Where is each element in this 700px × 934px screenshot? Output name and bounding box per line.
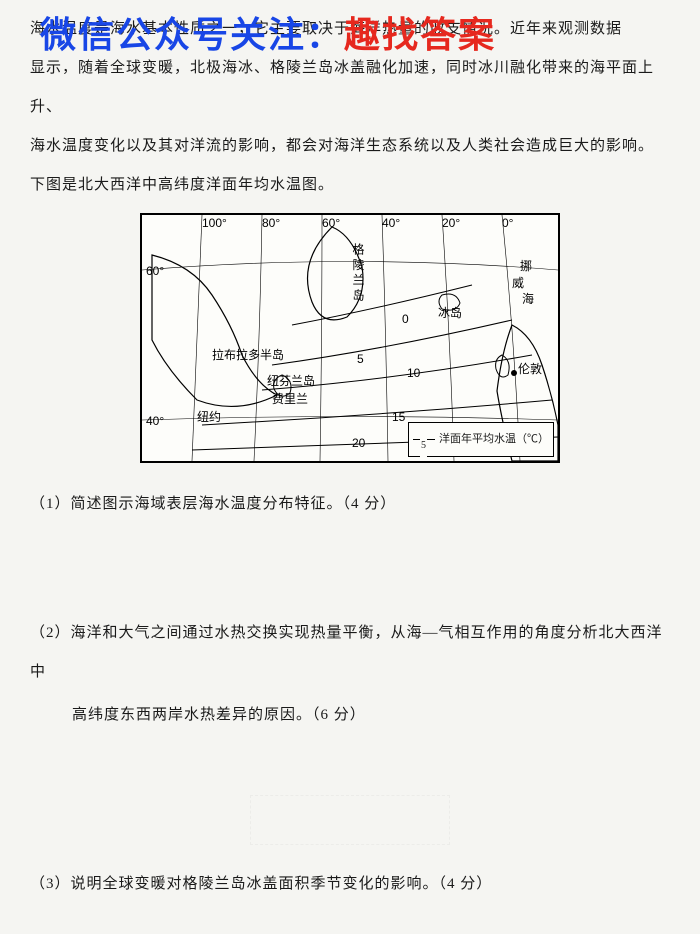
legend-value: 5 bbox=[420, 433, 427, 459]
map-legend: 5 洋面年平均水温（℃） bbox=[408, 422, 554, 457]
place-greenland: 格 陵 兰 岛 bbox=[352, 243, 364, 301]
intro-line-4: 下图是北大西洋中高纬度洋面年均水温图。 bbox=[30, 166, 670, 205]
place-norwegian-2: 威 bbox=[512, 277, 524, 289]
question-2-line2: 高纬度东西两岸水热差异的原因。（6 分） bbox=[30, 696, 670, 735]
place-iceland: 冰岛 bbox=[438, 307, 462, 319]
map-figure: 100° 80° 60° 40° 20° 0° 60° 40° bbox=[140, 213, 560, 463]
place-newfoundland: 纽芬兰岛 bbox=[267, 375, 315, 387]
legend-text: 洋面年平均水温（℃） bbox=[439, 425, 549, 454]
intro-line-2: 显示，随着全球变暖，北极海冰、格陵兰岛冰盖融化加速，同时冰川融化带来的海平面上升… bbox=[30, 49, 670, 127]
isotherm-label: 15 bbox=[392, 411, 405, 423]
place-norwegian-3: 海 bbox=[522, 293, 534, 305]
place-norwegian-1: 挪 bbox=[520, 260, 532, 272]
legend-line-icon: 5 bbox=[413, 439, 435, 440]
isotherm-label: 20 bbox=[352, 437, 365, 449]
isotherm-label: 0 bbox=[402, 313, 409, 325]
intro-line-3: 海水温度变化以及其对洋流的影响，都会对海洋生态系统以及人类社会造成巨大的影响。 bbox=[30, 127, 670, 166]
isotherm-label: 5 bbox=[357, 353, 364, 365]
intro-line-1: 海水温度是海水基本性质之一，它主要取决于海洋热量的收支情况。近年来观测数据 bbox=[30, 10, 670, 49]
place-labrador: 拉布拉多半岛 bbox=[212, 349, 284, 361]
question-1: （1）简述图示海域表层海水温度分布特征。（4 分） bbox=[30, 485, 670, 524]
question-2-line1: （2）海洋和大气之间通过水热交换实现热量平衡，从海—气相互作用的角度分析北大西洋… bbox=[30, 614, 670, 692]
isotherm-label: 10 bbox=[407, 367, 420, 379]
map-box: 100° 80° 60° 40° 20° 0° 60° 40° bbox=[140, 213, 560, 463]
question-3: （3）说明全球变暖对格陵兰岛冰盖面积季节变化的影响。（4 分） bbox=[30, 865, 670, 904]
faint-stamp bbox=[250, 795, 450, 845]
place-newyork: 纽约 bbox=[197, 411, 221, 423]
place-feilan: 费里兰 bbox=[272, 393, 308, 405]
place-london: 伦敦 bbox=[518, 363, 542, 375]
